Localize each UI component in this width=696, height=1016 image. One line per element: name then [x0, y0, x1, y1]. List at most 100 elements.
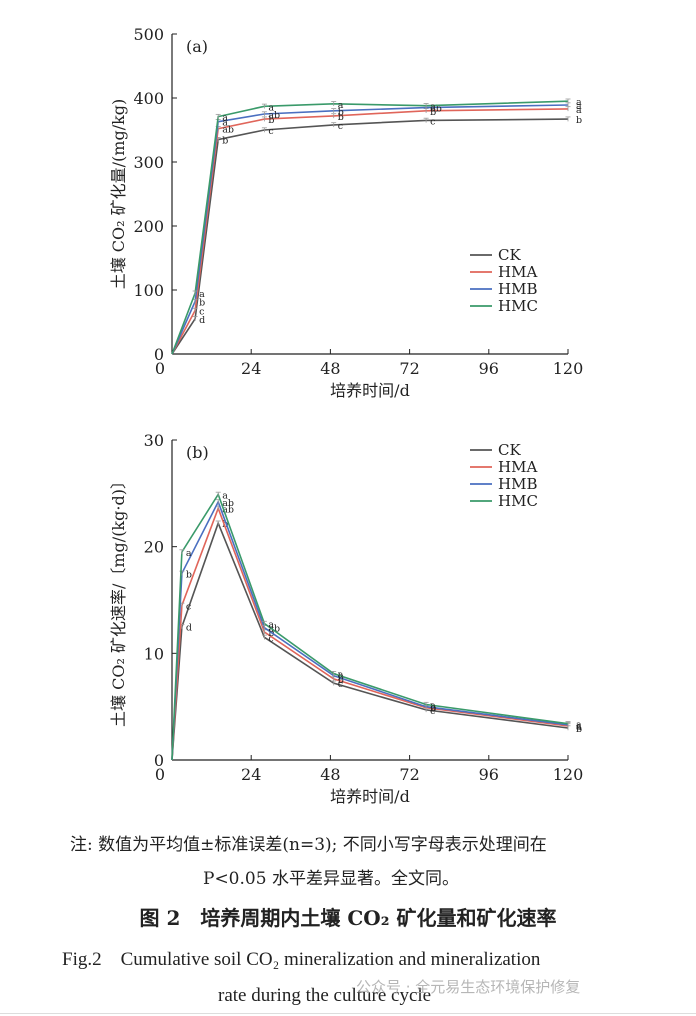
significance-letter: a [430, 701, 436, 712]
y-tick-label: 10 [144, 644, 164, 663]
x-tick-label: 48 [320, 765, 340, 784]
y-tick-label: 30 [144, 431, 164, 450]
significance-letter: ab [222, 125, 234, 136]
y-axis-label: 土壤 CO₂ 矿化量/(mg/kg) [109, 99, 128, 290]
figure-title-cn: 图 2 培养周期内土壤 CO₂ 矿化量和矿化速率 [139, 906, 557, 930]
significance-letter: a [576, 105, 582, 116]
chart-a: 0 100 200 300 400 500 0 24 48 72 96 120 (a) 培养时间/d 土壤 … [109, 25, 584, 400]
x-tick-label: 72 [399, 359, 419, 378]
series-line-hmb [171, 499, 569, 761]
significance-letter: a [338, 100, 344, 111]
significance-letter: b [430, 703, 436, 714]
significance-letter: a [222, 118, 228, 129]
significance-letter: b [268, 115, 274, 126]
significance-letter: a [268, 102, 274, 113]
note-line-2: P<0.05 水平差异显著。全文同。 [203, 869, 459, 889]
panel-label: (b) [186, 443, 209, 462]
y-tick-label: 400 [133, 89, 164, 108]
y-tick-label: 500 [133, 25, 164, 44]
legend-label-ck: CK [498, 441, 521, 459]
x-tick-label: 120 [553, 765, 584, 784]
series-line-hmb [171, 104, 569, 355]
significance-letter: b [338, 107, 344, 118]
significance-letter: ab [430, 104, 442, 115]
series-line-hma [171, 108, 569, 355]
divider [0, 1013, 696, 1014]
significance-letter: a [338, 670, 344, 681]
y-tick-label: 300 [133, 153, 164, 172]
significance-letter: a [186, 548, 192, 559]
watermark: 公众号 · 全元易生态环境保护修复 [356, 978, 581, 996]
significance-letter: c [338, 679, 343, 690]
significance-letter: b [338, 675, 344, 686]
series-line-ck [171, 520, 569, 761]
significance-letter: b [338, 672, 344, 683]
series-line-hma [171, 506, 569, 761]
y-tick-label: 200 [133, 217, 164, 236]
x-axis-label: 培养时间/d [330, 381, 410, 400]
significance-letter: b [222, 136, 228, 147]
significance-letter: d [186, 623, 192, 634]
x-tick-label: 24 [241, 765, 261, 784]
chart-b: 0 10 20 30 0 24 48 72 96 120 (b) 培养时间/d 土壤 CO₂ 矿化速率/… [109, 431, 584, 806]
panel-label: (a) [186, 37, 208, 56]
significance-letter: a [430, 102, 436, 113]
significance-letter: ab [222, 498, 234, 509]
significance-letter: b [576, 115, 582, 126]
significance-letter: c [268, 126, 273, 137]
y-tick-label: 0 [154, 751, 164, 770]
x-axis-label: 培养时间/d [330, 787, 410, 806]
title-en-line-2: rate during the culture cycle [218, 985, 432, 1006]
significance-letter: b [199, 298, 205, 309]
y-tick-label: 0 [154, 345, 164, 364]
legend-label-hmb: HMB [498, 475, 537, 493]
figure-title-en: Fig.2 Cumulative soil CO₂ mineralization… [0, 942, 696, 1014]
significance-letter: a [222, 113, 228, 124]
significance-letter: c [186, 601, 191, 612]
series-line-hmc [171, 100, 569, 355]
legend-label-hmc: HMC [498, 492, 538, 510]
significance-letter: b [222, 519, 228, 530]
significance-letter: ab [268, 624, 280, 635]
legend-label-ck: CK [498, 246, 521, 264]
significance-letter: b [430, 107, 436, 118]
significance-letter: b [430, 704, 436, 715]
significance-letter: a [576, 101, 582, 112]
significance-letter: c [199, 306, 204, 317]
significance-letter: a [576, 722, 582, 733]
significance-letter: c [338, 121, 343, 132]
significance-letter: ab [222, 504, 234, 515]
title-en-line-1: Fig.2 Cumulative soil CO₂ mineralization… [62, 949, 541, 970]
significance-letter: a [199, 289, 205, 300]
x-tick-label: 0 [155, 359, 165, 378]
significance-letter: c [430, 116, 435, 127]
y-tick-label: 100 [133, 281, 164, 300]
significance-letter: a [268, 619, 274, 630]
significance-letter: b [186, 569, 192, 580]
figure-note: 注: 数值为平均值±标准误差(n=3); 不同小写字母表示处理间在 P<0.05… [0, 828, 696, 896]
x-tick-label: 48 [320, 359, 340, 378]
significance-letter: c [268, 633, 273, 644]
x-tick-label: 96 [479, 359, 499, 378]
y-axis-label: 土壤 CO₂ 矿化速率/〔mg/(kg·d)〕 [109, 473, 128, 727]
legend-label-hma: HMA [498, 458, 537, 476]
x-tick-label: 72 [399, 765, 419, 784]
significance-letter: b [338, 112, 344, 123]
significance-letter: a [576, 720, 582, 731]
significance-letter: b [576, 724, 582, 735]
y-tick-label: 20 [144, 538, 164, 557]
significance-letter: d [199, 315, 205, 326]
x-tick-label: 120 [553, 359, 584, 378]
series-line-ck [171, 118, 569, 355]
legend-label-hmc: HMC [498, 297, 538, 315]
x-tick-label: 24 [241, 359, 261, 378]
x-tick-label: 96 [479, 765, 499, 784]
note-line-1: 注: 数值为平均值±标准误差(n=3); 不同小写字母表示处理间在 [70, 835, 547, 855]
legend-label-hmb: HMB [498, 280, 537, 298]
x-tick-label: 0 [155, 765, 165, 784]
legend-label-hma: HMA [498, 263, 537, 281]
significance-letter: a [576, 721, 582, 732]
significance-letter: c [430, 706, 435, 717]
significance-letter: a [222, 490, 228, 501]
significance-letter: a [576, 97, 582, 108]
